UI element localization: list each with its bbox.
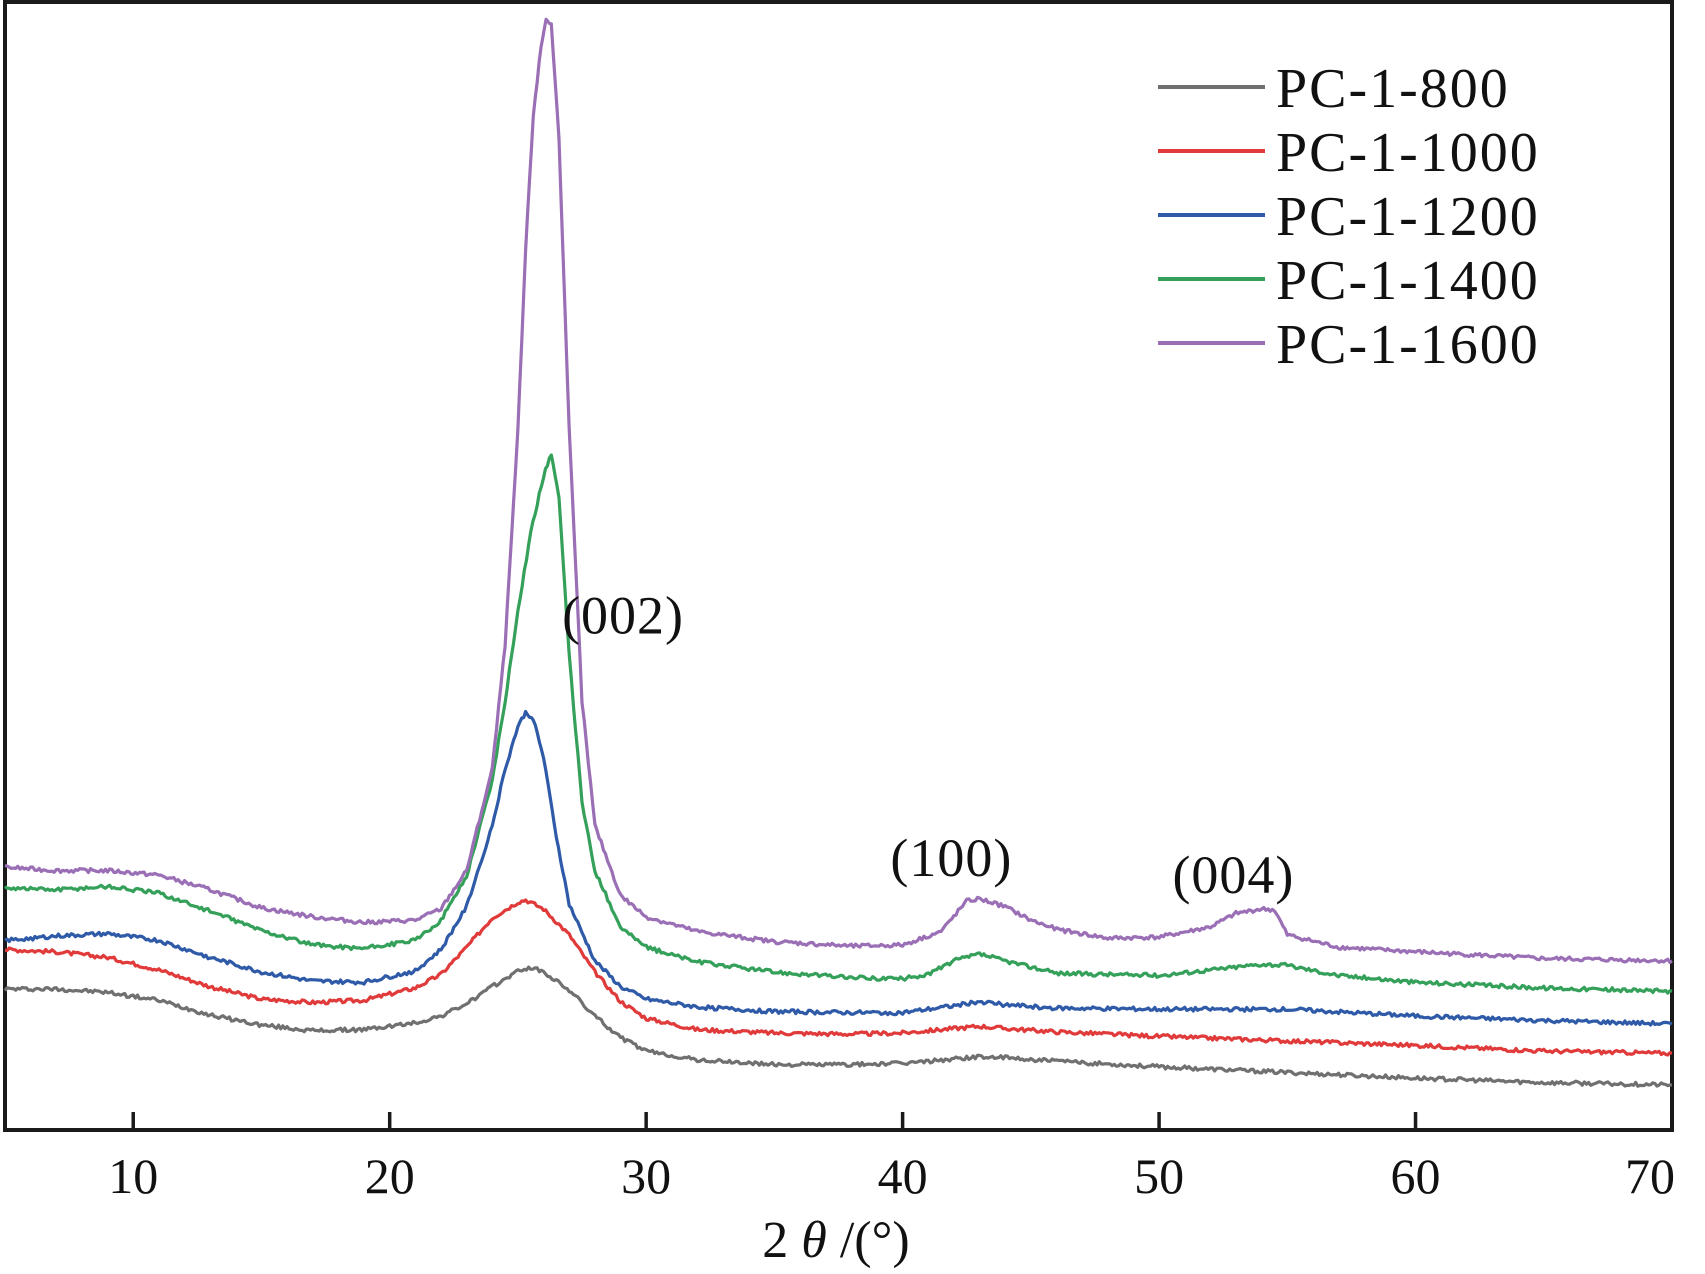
peak-annotations: (002) (100) (004) <box>562 586 1294 905</box>
x-tick-label: 20 <box>365 1148 415 1204</box>
legend: PC-1-800PC-1-1000PC-1-1200PC-1-1400PC-1-… <box>1158 58 1540 376</box>
x-tick-label: 30 <box>621 1148 671 1204</box>
legend-label: PC-1-800 <box>1276 58 1510 120</box>
x-tick-label: 70 <box>1625 1148 1675 1204</box>
x-tick-label: 40 <box>878 1148 928 1204</box>
series-line-pc-1-1600 <box>4 17 1673 964</box>
series-line-pc-1-1400 <box>3 453 1673 995</box>
peak-annotation: (004) <box>1172 845 1294 905</box>
plot-frame <box>3 0 1674 1132</box>
legend-label: PC-1-1000 <box>1276 122 1540 184</box>
x-tick-label: 50 <box>1134 1148 1184 1204</box>
peak-annotation: (100) <box>890 828 1012 888</box>
x-tick-label: 60 <box>1391 1148 1441 1204</box>
legend-label: PC-1-1400 <box>1276 250 1540 312</box>
legend-label: PC-1-1200 <box>1276 186 1540 248</box>
series-layer <box>3 17 1673 1088</box>
x-axis-title: 2 θ /(°) <box>762 1212 909 1269</box>
x-tick-label: 10 <box>108 1148 158 1204</box>
series-line-pc-1-1000 <box>4 898 1673 1057</box>
x-axis: 10 20 30 40 50 60 70 <box>108 1112 1675 1204</box>
series-line-pc-1-1200 <box>4 709 1673 1027</box>
legend-label: PC-1-1600 <box>1276 314 1540 376</box>
series-line-pc-1-800 <box>3 965 1673 1088</box>
peak-annotation: (002) <box>562 586 684 646</box>
